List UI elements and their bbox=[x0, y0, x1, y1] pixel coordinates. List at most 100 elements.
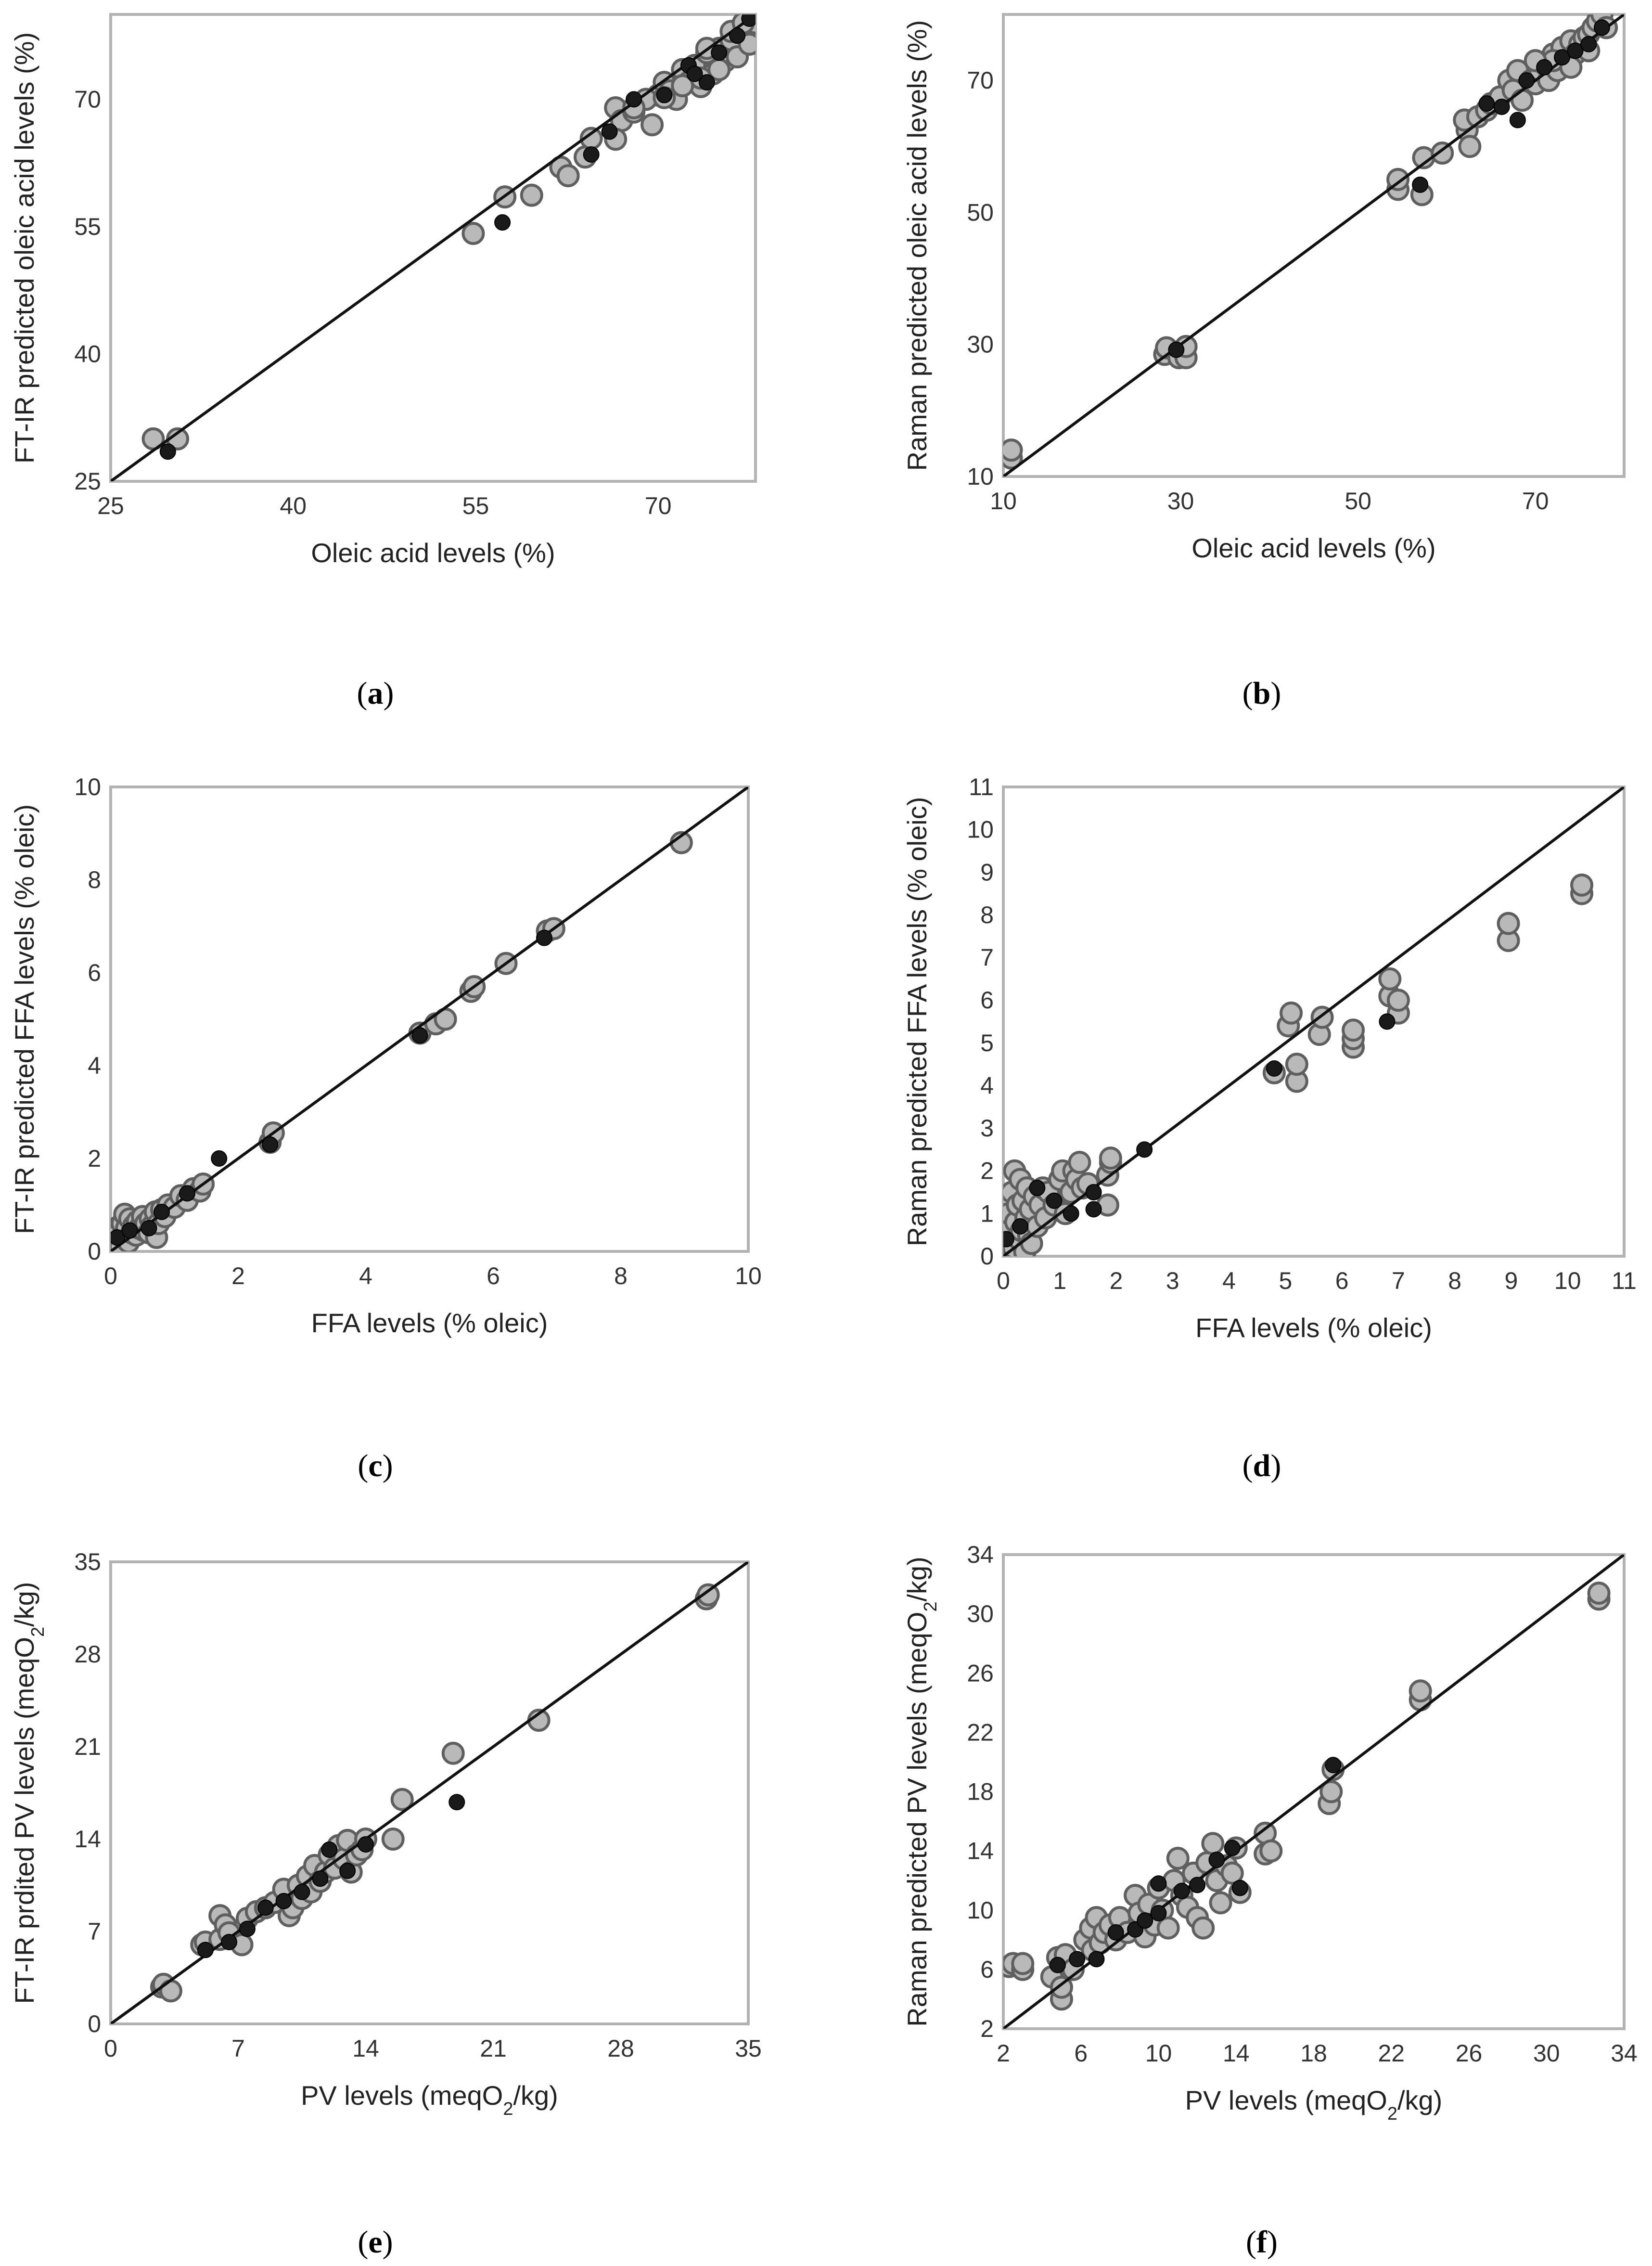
y-tick-label: 2 bbox=[980, 2015, 994, 2042]
y-tick-label: 11 bbox=[969, 773, 994, 800]
regression-line bbox=[111, 787, 748, 1251]
y-tick-label: 5 bbox=[980, 1030, 994, 1056]
calibration-point bbox=[1587, 1582, 1611, 1605]
x-axis-title: PV levels (meqO2/kg) bbox=[301, 2080, 558, 2119]
x-tick-label: 9 bbox=[1505, 1267, 1518, 1294]
validation-point bbox=[1137, 1912, 1153, 1929]
x-tick-label: 6 bbox=[1335, 1267, 1349, 1294]
plot-frame bbox=[109, 13, 757, 483]
x-tick-label: 10 bbox=[1554, 1267, 1581, 1294]
validation-point bbox=[1567, 42, 1584, 59]
calibration-point bbox=[1280, 1001, 1303, 1025]
validation-point bbox=[1580, 36, 1597, 52]
panel-a-scatter-chart: 25 40 55 70 25 40 55 70 Oleic acid levels (%) FT-… bbox=[9, 13, 757, 568]
validation-point bbox=[141, 1220, 157, 1236]
x-tick-label: 40 bbox=[280, 492, 307, 519]
validation-point bbox=[154, 1203, 170, 1220]
calibration-point bbox=[1011, 1952, 1035, 1975]
y-tick-label: 0 bbox=[980, 1243, 994, 1270]
calibration-point bbox=[1166, 1847, 1190, 1870]
validation-point bbox=[536, 929, 552, 946]
regression-line bbox=[111, 14, 756, 481]
validation-point bbox=[1029, 1180, 1046, 1197]
x-tick-label: 28 bbox=[607, 2035, 634, 2062]
validation-point bbox=[1173, 1882, 1190, 1899]
x-tick-label: 14 bbox=[352, 2035, 379, 2062]
calibration-point bbox=[671, 74, 694, 98]
x-tick-label: 22 bbox=[1378, 2040, 1405, 2067]
x-axis-title: Oleic acid levels (%) bbox=[311, 538, 555, 568]
regression-line bbox=[1003, 1555, 1624, 2029]
calibration-point bbox=[1386, 167, 1410, 191]
y-tick-label: 40 bbox=[74, 340, 101, 367]
y-tick-label: 21 bbox=[74, 1733, 101, 1760]
validation-point bbox=[494, 214, 511, 231]
validation-point bbox=[1518, 72, 1535, 89]
validation-point bbox=[729, 27, 746, 44]
y-axis-title: FT-IR prdited PV levels (meqO2/kg) bbox=[9, 1582, 48, 2004]
calibration-point bbox=[441, 1741, 465, 1765]
validation-point bbox=[221, 1933, 238, 1950]
validation-point bbox=[1136, 1141, 1153, 1158]
y-tick-label: 9 bbox=[980, 859, 994, 886]
validation-point bbox=[1509, 112, 1526, 129]
validation-point bbox=[294, 1883, 310, 1900]
validation-point bbox=[1085, 1184, 1102, 1201]
validation-point bbox=[1107, 1924, 1124, 1941]
validation-point bbox=[1189, 1877, 1206, 1893]
x-tick-label: 50 bbox=[1345, 488, 1371, 515]
y-tick-label: 2 bbox=[980, 1158, 994, 1184]
x-tick-label: 26 bbox=[1456, 2040, 1483, 2067]
validation-point bbox=[159, 443, 176, 460]
y-tick-label: 70 bbox=[967, 67, 994, 94]
calibration-point bbox=[520, 183, 543, 207]
calibration-point bbox=[1386, 989, 1410, 1012]
y-tick-label: 6 bbox=[88, 959, 101, 986]
x-tick-label: 35 bbox=[735, 2035, 762, 2062]
validation-point bbox=[1208, 1852, 1225, 1868]
validation-point bbox=[275, 1893, 292, 1909]
y-axis-title: FT-IR predicted FFA levels (% oleic) bbox=[9, 804, 39, 1234]
x-tick-label: 30 bbox=[1533, 2040, 1560, 2067]
calibration-point bbox=[1003, 438, 1023, 462]
validation-point bbox=[1325, 1757, 1342, 1774]
y-tick-label: 8 bbox=[980, 901, 994, 928]
validation-point bbox=[448, 1794, 465, 1811]
y-tick-label: 8 bbox=[88, 866, 101, 893]
validation-point bbox=[601, 123, 618, 140]
validation-point bbox=[711, 44, 728, 61]
x-tick-label: 10 bbox=[1145, 2040, 1172, 2067]
calibration-point bbox=[461, 222, 485, 245]
y-tick-label: 7 bbox=[88, 1918, 101, 1945]
validation-point bbox=[1412, 176, 1429, 193]
y-tick-label: 26 bbox=[967, 1660, 994, 1687]
regression-line bbox=[1003, 14, 1624, 476]
calibration-point bbox=[381, 1828, 405, 1851]
x-tick-label: 7 bbox=[1392, 1267, 1405, 1294]
panel-label-d: (d) bbox=[1242, 1448, 1281, 1483]
y-tick-label: 30 bbox=[967, 1600, 994, 1627]
y-tick-label: 6 bbox=[980, 987, 994, 1014]
validation-point bbox=[1012, 1218, 1029, 1235]
validation-point bbox=[1231, 1880, 1248, 1896]
calibration-point bbox=[1319, 1780, 1343, 1803]
x-axis-title: FFA levels (% oleic) bbox=[311, 1308, 548, 1338]
calibration-point bbox=[1285, 1053, 1308, 1076]
y-tick-label: 10 bbox=[967, 463, 994, 490]
y-tick-label: 30 bbox=[967, 331, 994, 358]
regression-line bbox=[111, 1562, 748, 2024]
validation-point bbox=[1554, 49, 1570, 66]
x-tick-label: 2 bbox=[231, 1262, 245, 1289]
calibration-point bbox=[640, 113, 664, 137]
validation-point bbox=[1150, 1905, 1167, 1921]
x-tick-label: 6 bbox=[1074, 2040, 1088, 2067]
validation-point bbox=[741, 14, 756, 27]
validation-point bbox=[1224, 1840, 1241, 1856]
x-axis-title: PV levels (meqO2/kg) bbox=[1185, 2085, 1443, 2124]
validation-point bbox=[1046, 1192, 1063, 1209]
calibration-point bbox=[1458, 135, 1482, 158]
x-tick-label: 14 bbox=[1223, 2040, 1250, 2067]
validation-point bbox=[656, 87, 673, 103]
validation-point bbox=[111, 1229, 126, 1246]
